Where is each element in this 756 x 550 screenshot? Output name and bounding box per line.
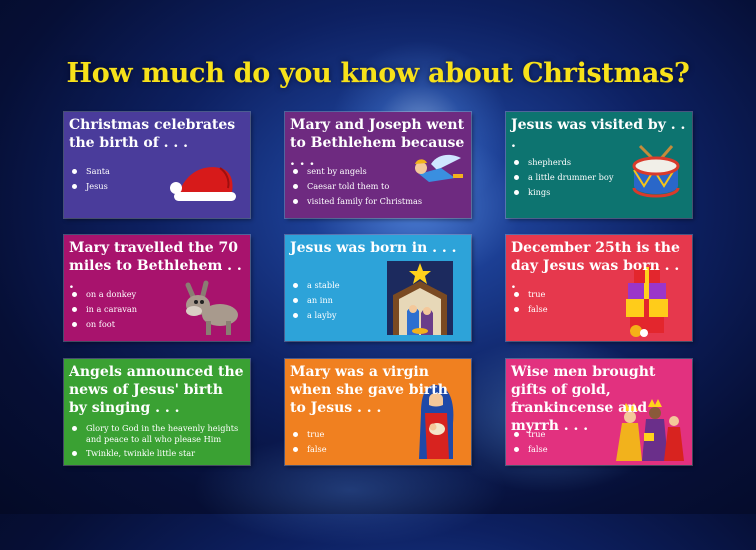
answer-option: a layby — [285, 308, 340, 323]
answer-option: on a donkey — [64, 287, 137, 302]
answer-option: Jesus — [64, 179, 110, 194]
answer-option: in a caravan — [64, 302, 137, 317]
quiz-card: Christmas celebrates the birth of . . . … — [64, 112, 250, 218]
quiz-question: Jesus was visited by . . . — [511, 117, 686, 151]
wise-men-icon — [616, 399, 684, 461]
answer-option: Glory to God in the heavenly heights and… — [64, 423, 248, 445]
quiz-card: Mary was a virgin when she gave birth to… — [285, 359, 471, 465]
answer-option: sent by angels — [285, 164, 422, 179]
answer-options: on a donkey in a caravan on foot — [64, 287, 137, 332]
answer-options: true false — [506, 427, 548, 457]
answer-options: a stable an inn a layby — [285, 278, 340, 323]
answer-option: an inn — [285, 293, 340, 308]
quiz-card: Wise men brought gifts of gold, frankinc… — [506, 359, 692, 465]
quiz-question: Wise men brought gifts of gold, frankinc… — [511, 364, 656, 434]
santa-hat-icon — [170, 167, 236, 201]
quiz-question: Christmas celebrates the birth of . . . — [69, 117, 236, 151]
quiz-question: Mary was a virgin when she gave birth to… — [290, 364, 448, 416]
answer-options: sent by angels Caesar told them to visit… — [285, 164, 422, 209]
answer-option: false — [285, 442, 327, 457]
quiz-card: Angels announced the news of Jesus' birt… — [64, 359, 250, 465]
answer-option: on foot — [64, 317, 137, 332]
quiz-question: Jesus was born in . . . — [290, 240, 457, 256]
quiz-question: December 25th is the day Jesus was born … — [511, 240, 680, 292]
page-title: How much do you know about Christmas? — [66, 58, 690, 89]
answer-option: kings — [506, 185, 613, 200]
quiz-card: Jesus was born in . . . a stable an inn … — [285, 235, 471, 341]
answer-option: a stable — [285, 278, 340, 293]
answer-option: true — [506, 427, 548, 442]
donkey-icon — [185, 280, 238, 335]
nativity-icon — [387, 261, 453, 335]
quiz-card: Mary travelled the 70 miles to Bethlehem… — [64, 235, 250, 341]
answer-options: Glory to God in the heavenly heights and… — [64, 423, 248, 462]
answer-option: true — [506, 287, 548, 302]
answer-options: shepherds a little drummer boy kings — [506, 155, 613, 200]
answer-options: Santa Jesus — [64, 164, 110, 194]
answer-option: a little drummer boy — [506, 170, 613, 185]
answer-option: Caesar told them to — [285, 179, 422, 194]
answer-option: visited family for Christmas — [285, 194, 422, 209]
answer-option: Santa — [64, 164, 110, 179]
answer-option: false — [506, 442, 548, 457]
answer-option: false — [506, 302, 548, 317]
answer-option: true — [285, 427, 327, 442]
answer-option: shepherds — [506, 155, 613, 170]
quiz-card: December 25th is the day Jesus was born … — [506, 235, 692, 341]
mary-icon — [419, 385, 454, 459]
quiz-question: Mary travelled the 70 miles to Bethlehem… — [69, 240, 242, 292]
presents-icon — [626, 267, 668, 337]
answer-options: true false — [285, 427, 327, 457]
quiz-card: Jesus was visited by . . . shepherds a l… — [506, 112, 692, 218]
quiz-card: Mary and Joseph went to Bethlehem becaus… — [285, 112, 471, 218]
quiz-question: Angels announced the news of Jesus' birt… — [69, 364, 244, 416]
answer-options: true false — [506, 287, 548, 317]
drum-icon — [632, 144, 680, 198]
quiz-question: Mary and Joseph went to Bethlehem becaus… — [290, 117, 465, 169]
answer-option: Twinkle, twinkle little star — [64, 448, 248, 459]
